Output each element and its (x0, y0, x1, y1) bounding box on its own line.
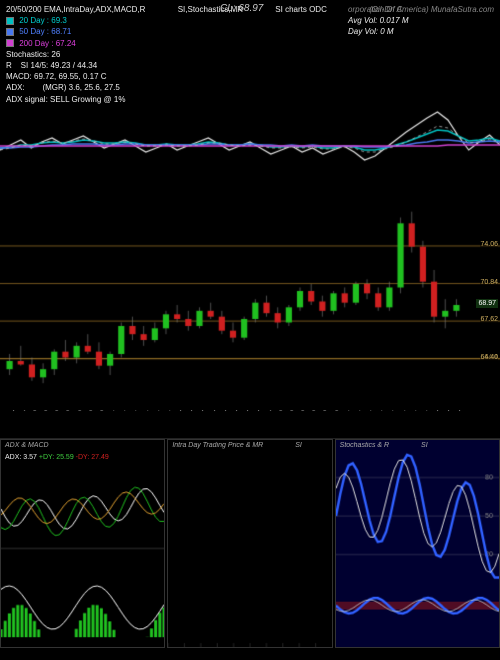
indicator-list-3: SI charts ODC (275, 5, 327, 14)
indicator-subpanels: ADX & MACD ADX: 3.57 +DY: 25.59 -DY: 27.… (0, 438, 500, 648)
intraday-title: Intra Day Trading Price & MR SI (172, 442, 301, 449)
adx-macd-canvas (1, 440, 164, 647)
ema20-label: 20 Day : 69.3 (19, 16, 67, 25)
macd-label: MACD: 69.72, 69.55, 0.17 C (6, 71, 494, 82)
header-right: orporation Of America) MunafaSutra.com A… (348, 4, 494, 38)
ema50-label: 50 Day : 68.71 (19, 27, 71, 36)
chart-header: 20/50/200 EMA,IntraDay,ADX,MACD,R SI,Sto… (0, 0, 500, 90)
ticker-desc-2: orporation Of America) MunafaSutra.com (348, 4, 494, 15)
stochastics-canvas (336, 440, 499, 647)
intraday-canvas (168, 440, 331, 647)
candlestick-chart (0, 200, 500, 410)
stochastics-label: Stochastics: 26 (6, 49, 494, 60)
ema200-swatch (6, 39, 14, 47)
ema20-swatch (6, 17, 14, 25)
stochastics-subpanel: Stochastics & R SI (335, 439, 500, 648)
rsi-label: R SI 14/5: 49.23 / 44.34 (6, 60, 494, 71)
close-price: CL: 68.97 (220, 2, 263, 16)
adx-macd-title: ADX & MACD (5, 442, 49, 449)
candlestick-panel: 74.0670.8467.6264.464.4068.97 (0, 200, 500, 410)
avg-vol: Avg Vol: 0.017 M (348, 15, 494, 26)
date-axis: 29 Sep30 Sep01 Oct02 Oct05 Oct06 Oct07 O… (0, 410, 500, 438)
ema50-swatch (6, 28, 14, 36)
stochastics-title: Stochastics & R SI (340, 442, 428, 449)
day-vol: Day Vol: 0 M (348, 26, 494, 37)
adx-macd-stats: ADX: 3.57 +DY: 25.59 -DY: 27.49 (5, 454, 109, 461)
adx-macd-subpanel: ADX & MACD ADX: 3.57 +DY: 25.59 -DY: 27.… (0, 439, 165, 648)
indicator-list-1: 20/50/200 EMA,IntraDay,ADX,MACD,R (6, 5, 145, 14)
ema200-label: 200 Day : 67.24 (19, 39, 76, 48)
adx-label: ADX: (MGR) 3.6, 25.6, 27.5 (6, 82, 494, 93)
adx-signal-label: ADX signal: SELL Growing @ 1% (6, 94, 494, 105)
intraday-subpanel: Intra Day Trading Price & MR SI (167, 439, 332, 648)
moving-average-chart (0, 90, 500, 200)
